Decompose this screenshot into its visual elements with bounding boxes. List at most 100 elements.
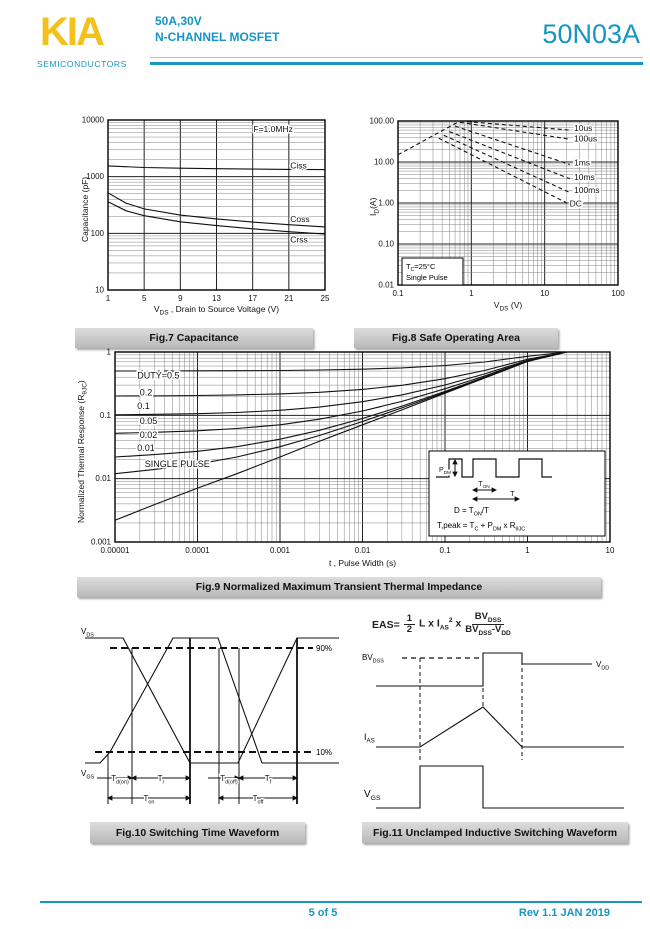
vds-label: VDS — [81, 627, 94, 638]
svg-text:0.05: 0.05 — [140, 416, 158, 426]
svg-text:100ms: 100ms — [574, 185, 600, 195]
fig11-caption: Fig.11 Unclamped Inductive Switching Wav… — [362, 822, 628, 843]
fig9-y-axis-label: Normalized Thermal Response (RθJC) — [76, 380, 89, 523]
svg-text:0.0001: 0.0001 — [185, 546, 210, 555]
svg-text:1ms: 1ms — [574, 157, 590, 167]
svg-text:0.1: 0.1 — [137, 401, 150, 411]
ninety-percent-label: 90% — [316, 644, 332, 653]
fig7-x-axis-label: VDS , Drain to Source Voltage (V) — [153, 304, 280, 317]
ten-percent-label: 10% — [316, 748, 332, 757]
svg-text:100us: 100us — [574, 134, 597, 144]
formula-lhs: EAS= — [372, 618, 400, 631]
timing-dashed-lines — [419, 653, 523, 760]
svg-text:F=1.0MHz: F=1.0MHz — [253, 124, 292, 134]
svg-text:PDM: PDM — [439, 467, 451, 476]
svg-text:9: 9 — [178, 294, 183, 303]
svg-text:100: 100 — [91, 229, 105, 238]
svg-text:1: 1 — [469, 289, 474, 298]
svg-text:0.001: 0.001 — [91, 538, 112, 547]
fig10-caption: Fig.10 Switching Time Waveform — [90, 822, 305, 843]
svg-text:1000: 1000 — [86, 172, 104, 181]
fig8-y-axis-label: ID(A) — [368, 197, 381, 216]
bvdss-label: BVDSS — [362, 653, 384, 664]
ton-label: Ton — [144, 794, 155, 805]
svg-text:100.00: 100.00 — [370, 117, 395, 126]
svg-text:DC: DC — [570, 198, 582, 208]
svg-text:10: 10 — [606, 546, 615, 555]
page-number: 5 of 5 — [308, 907, 338, 919]
svg-text:DUTY=0.5: DUTY=0.5 — [137, 371, 179, 381]
fig9-caption: Fig.9 Normalized Maximum Transient Therm… — [77, 577, 601, 597]
svg-text:100: 100 — [611, 289, 625, 298]
device-type: N-CHANNEL MOSFET — [155, 30, 280, 45]
svg-text:25: 25 — [321, 294, 330, 303]
fig7-capacitance-chart: 1 5 9 13 17 21 25 10000 1000 100 10 F=1.0MHz Ciss Cos… — [82, 116, 330, 304]
svg-text:TC=25°C: TC=25°C — [406, 262, 436, 273]
svg-text:10.00: 10.00 — [374, 158, 395, 167]
svg-text:0.1: 0.1 — [392, 289, 404, 298]
svg-text:0.02: 0.02 — [140, 430, 158, 440]
svg-text:10000: 10000 — [82, 116, 105, 125]
svg-text:13: 13 — [212, 294, 221, 303]
fig8-caption: Fig.8 Safe Operating Area — [354, 328, 558, 348]
svg-text:0.10: 0.10 — [378, 240, 394, 249]
svg-text:10: 10 — [540, 289, 549, 298]
ias-label: IAS — [364, 732, 375, 745]
logo-subtitle: SEMICONDUCTORS — [37, 59, 127, 69]
fig10-switching-waveform: VDS VGS 90% 10% Td(on) Tr Td(off) Tf Ton — [81, 627, 339, 807]
svg-text:10: 10 — [95, 286, 104, 295]
td-off-label: Td(off) — [220, 774, 238, 785]
svg-text:Single Pulse: Single Pulse — [406, 273, 448, 282]
toff-label: Toff — [253, 794, 264, 805]
svg-text:21: 21 — [284, 294, 293, 303]
svg-text:0.01: 0.01 — [378, 281, 394, 290]
device-rating: 50A,30V N-CHANNEL MOSFET — [155, 13, 279, 45]
fig8-note-box: TC=25°C Single Pulse — [401, 257, 464, 286]
fig9-thermal-impedance-chart: 0.00001 0.0001 0.001 0.01 0.1 1 10 1 0.1 0.01 0.00… — [91, 348, 615, 556]
svg-text:SINGLE PULSE: SINGLE PULSE — [145, 459, 210, 469]
svg-text:10ms: 10ms — [574, 172, 595, 182]
svg-text:0.2: 0.2 — [140, 387, 153, 397]
fig7-caption: Fig.7 Capacitance — [75, 328, 313, 348]
vds-trace — [85, 637, 339, 764]
svg-text:1: 1 — [525, 546, 530, 555]
vgs-trace — [85, 637, 339, 764]
revision-info: Rev 1.1 JAN 2019 — [518, 907, 610, 919]
kia-logo: KIA — [40, 10, 105, 54]
td-on-label: Td(on) — [111, 774, 129, 785]
tr-label: Tr — [158, 774, 165, 785]
vds-trace — [376, 652, 592, 687]
part-number: 50N03A — [542, 19, 640, 49]
formula-bv-fraction: BVDSS BVDSS-VDD — [465, 611, 511, 637]
fig11-uis-waveform: BVDSS VDD IAS VGS — [362, 652, 624, 809]
fig8-soa-chart: 0.1 1 10 100 100.00 10.00 1.00 0.10 0.01 10us100u… — [370, 117, 625, 299]
svg-text:0.001: 0.001 — [270, 546, 291, 555]
svg-text:Crss: Crss — [290, 234, 307, 244]
tf-label: Tf — [265, 774, 272, 785]
svg-text:0.01: 0.01 — [95, 474, 111, 483]
svg-text:0.01: 0.01 — [137, 443, 155, 453]
svg-text:Coss: Coss — [290, 214, 309, 224]
svg-text:T: T — [510, 489, 515, 498]
svg-text:1.00: 1.00 — [378, 199, 394, 208]
fig9-inset-diagram: PDM TON T D = TON/T T,peak = TC + PDM x … — [428, 450, 606, 537]
svg-text:0.01: 0.01 — [355, 546, 371, 555]
svg-text:17: 17 — [248, 294, 257, 303]
rating-line: 50A,30V — [155, 14, 202, 28]
svg-text:0.1: 0.1 — [100, 411, 112, 420]
vgs-trace — [376, 765, 624, 809]
vgs-label: VGS — [81, 769, 95, 780]
footer-rule — [40, 901, 642, 903]
svg-text:T,peak = TC + PDM x RθJC: T,peak = TC + PDM x RθJC — [437, 521, 525, 532]
svg-text:1: 1 — [106, 294, 111, 303]
fig9-x-axis-label: t , Pulse Width (s) — [328, 558, 397, 568]
svg-text:10us: 10us — [574, 123, 592, 133]
formula-middle: L x IAS2 x — [419, 617, 462, 632]
ias-trace — [376, 706, 624, 748]
fig8-x-axis-label: VDS (V) — [493, 300, 523, 313]
vdd-label: VDD — [596, 660, 609, 671]
svg-text:TON: TON — [478, 481, 490, 490]
